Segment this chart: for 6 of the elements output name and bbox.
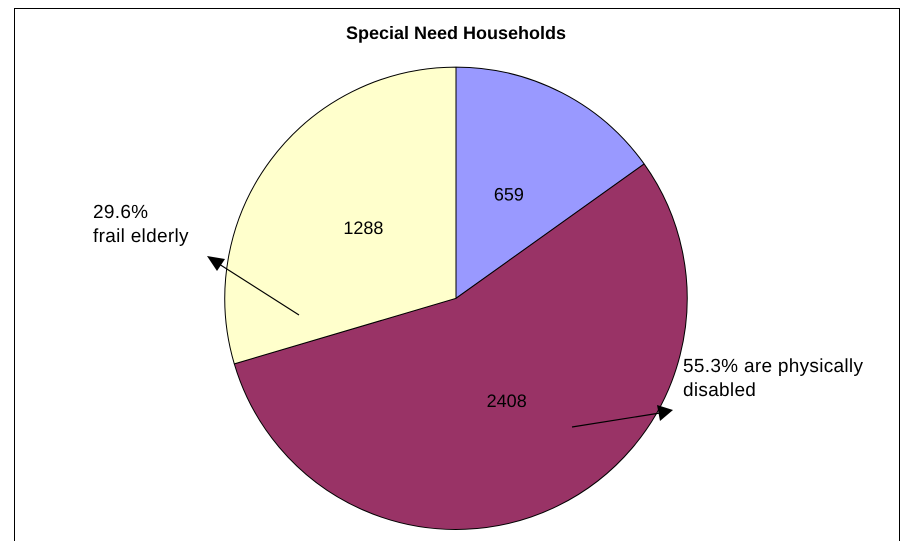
chart-title: Special Need Households	[346, 22, 566, 43]
data-label: 659	[494, 184, 524, 204]
data-label: 2408	[486, 391, 527, 412]
data-label: 1288	[343, 218, 384, 238]
text: 29.6% frail elderly	[93, 201, 189, 249]
text: 55.3% are physically disabled	[683, 355, 864, 403]
